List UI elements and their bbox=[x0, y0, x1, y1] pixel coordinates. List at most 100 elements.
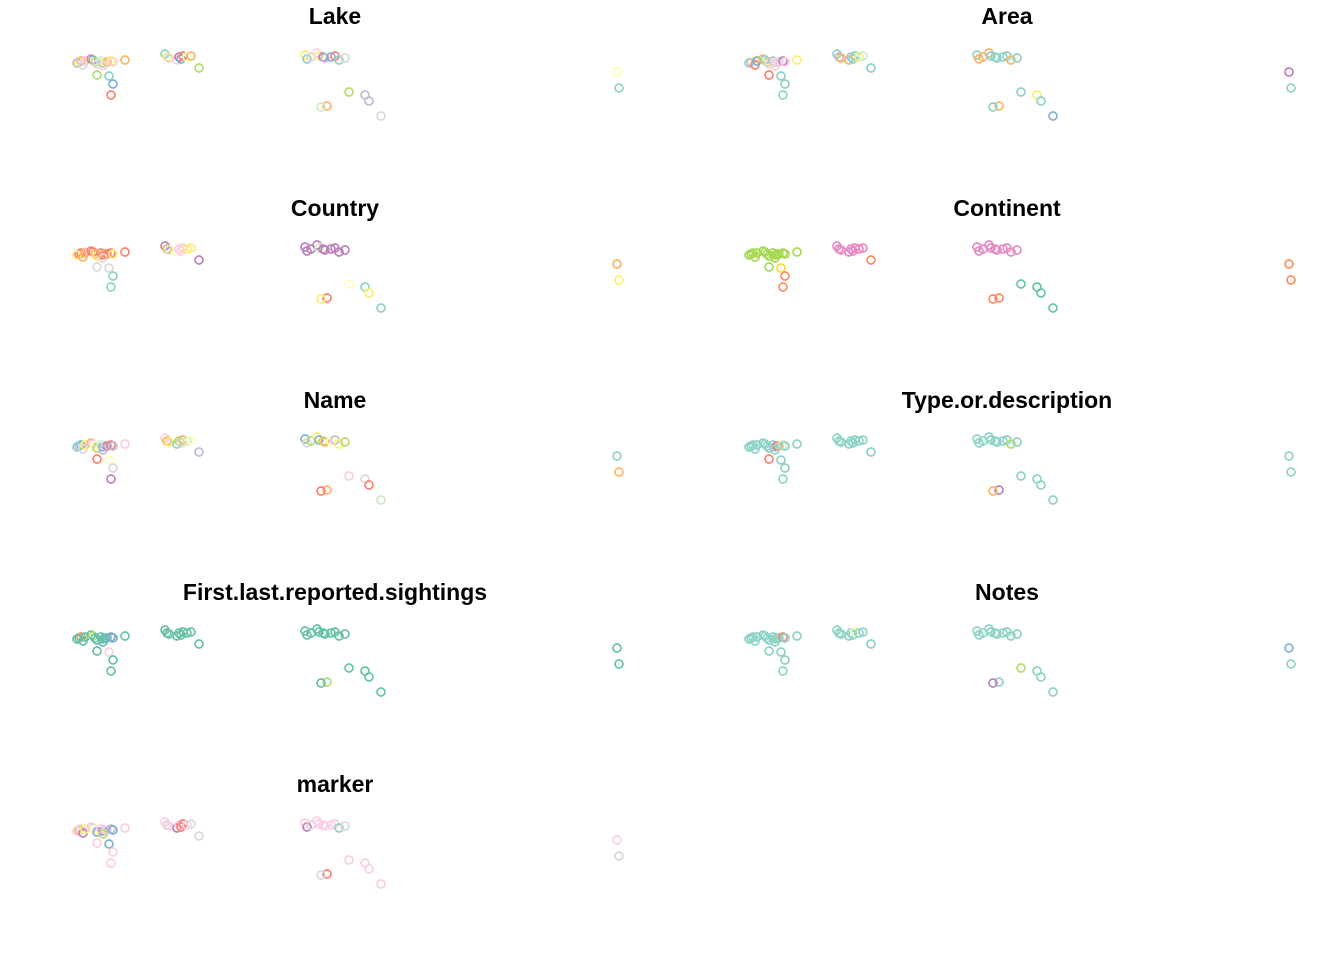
data-point bbox=[108, 441, 118, 451]
data-point bbox=[334, 55, 344, 65]
data-point bbox=[186, 51, 196, 61]
data-point bbox=[96, 824, 106, 834]
data-point bbox=[776, 263, 786, 273]
data-point bbox=[314, 51, 324, 61]
panel-title: marker bbox=[297, 771, 374, 797]
data-point bbox=[1012, 245, 1022, 255]
data-point bbox=[768, 248, 778, 258]
data-point bbox=[96, 632, 106, 642]
data-point bbox=[340, 629, 350, 639]
data-point bbox=[780, 57, 790, 67]
data-point bbox=[986, 435, 996, 445]
data-point bbox=[614, 659, 624, 669]
data-point bbox=[104, 647, 114, 657]
panel-area: Area bbox=[744, 3, 1296, 121]
data-point bbox=[194, 447, 204, 457]
data-point bbox=[316, 486, 326, 496]
data-point bbox=[866, 63, 876, 73]
panel-title: Lake bbox=[309, 3, 361, 29]
data-point bbox=[334, 631, 344, 641]
data-point bbox=[768, 440, 778, 450]
data-point bbox=[92, 454, 102, 464]
data-point bbox=[320, 821, 330, 831]
data-point bbox=[1286, 467, 1296, 477]
data-point bbox=[764, 262, 774, 272]
data-point bbox=[792, 247, 802, 257]
data-point bbox=[776, 647, 786, 657]
panel-title: Country bbox=[291, 195, 379, 221]
data-point bbox=[992, 629, 1002, 639]
data-point bbox=[106, 282, 116, 292]
data-point bbox=[344, 663, 354, 673]
panel-country: Country bbox=[72, 195, 624, 313]
data-point bbox=[770, 445, 780, 455]
data-point bbox=[1036, 96, 1046, 106]
data-point bbox=[1048, 495, 1058, 505]
data-point bbox=[326, 436, 336, 446]
data-point bbox=[108, 633, 118, 643]
data-point bbox=[1006, 247, 1016, 257]
data-point bbox=[1036, 288, 1046, 298]
data-point bbox=[986, 51, 996, 61]
data-point bbox=[1286, 659, 1296, 669]
data-point bbox=[1036, 672, 1046, 682]
data-point bbox=[614, 467, 624, 477]
data-point bbox=[194, 831, 204, 841]
data-point bbox=[120, 823, 130, 833]
data-point bbox=[1012, 437, 1022, 447]
data-point bbox=[986, 627, 996, 637]
data-point bbox=[792, 439, 802, 449]
panel-title: First.last.reported.sightings bbox=[183, 579, 487, 605]
data-point bbox=[186, 435, 196, 445]
data-point bbox=[320, 437, 330, 447]
data-point bbox=[194, 639, 204, 649]
data-point bbox=[998, 52, 1008, 62]
data-point bbox=[316, 678, 326, 688]
data-point bbox=[764, 646, 774, 656]
data-point bbox=[770, 253, 780, 263]
data-point bbox=[326, 244, 336, 254]
data-point bbox=[1016, 87, 1026, 97]
data-point bbox=[1284, 67, 1294, 77]
data-point bbox=[614, 851, 624, 861]
data-point bbox=[612, 259, 622, 269]
data-point bbox=[994, 293, 1004, 303]
data-point bbox=[340, 437, 350, 447]
panel-name: Name bbox=[72, 387, 624, 505]
data-point bbox=[858, 435, 868, 445]
data-point bbox=[120, 247, 130, 257]
data-point bbox=[988, 294, 998, 304]
panel-first-last-reported-sightings: First.last.reported.sightings bbox=[72, 579, 624, 697]
data-point bbox=[108, 57, 118, 67]
data-point bbox=[364, 672, 374, 682]
data-point bbox=[1284, 451, 1294, 461]
data-point bbox=[854, 244, 864, 254]
data-point bbox=[194, 63, 204, 73]
data-point bbox=[992, 437, 1002, 447]
data-point bbox=[1286, 275, 1296, 285]
data-point bbox=[96, 248, 106, 258]
data-point bbox=[854, 628, 864, 638]
data-point bbox=[778, 666, 788, 676]
data-point bbox=[340, 53, 350, 63]
data-point bbox=[1016, 471, 1026, 481]
data-point bbox=[326, 820, 336, 830]
data-point bbox=[792, 55, 802, 65]
data-point bbox=[778, 90, 788, 100]
data-point bbox=[104, 263, 114, 273]
data-point bbox=[340, 245, 350, 255]
panel-title: Continent bbox=[953, 195, 1061, 221]
data-point bbox=[778, 282, 788, 292]
data-point bbox=[612, 643, 622, 653]
data-point bbox=[106, 474, 116, 484]
data-point bbox=[108, 249, 118, 259]
data-point bbox=[96, 56, 106, 66]
data-point bbox=[992, 53, 1002, 63]
data-point bbox=[1012, 629, 1022, 639]
data-point bbox=[364, 864, 374, 874]
data-point bbox=[120, 55, 130, 65]
panel-lake: Lake bbox=[72, 3, 624, 121]
data-point bbox=[764, 454, 774, 464]
data-point bbox=[334, 823, 344, 833]
